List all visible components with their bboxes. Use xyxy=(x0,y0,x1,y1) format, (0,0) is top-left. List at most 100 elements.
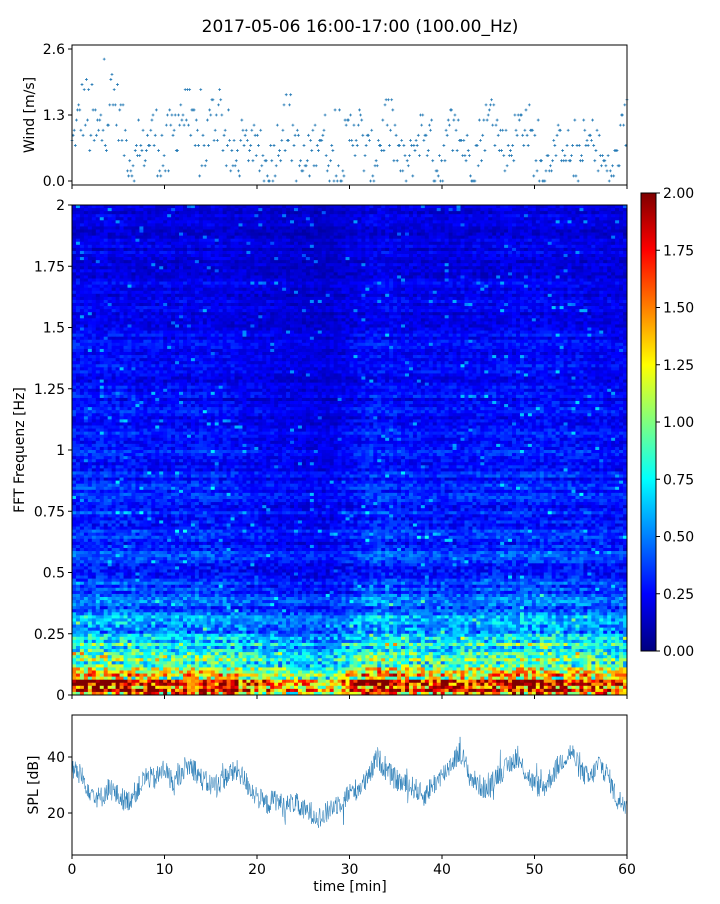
spectrogram-cell xyxy=(393,294,397,297)
spectrogram-cell xyxy=(385,300,389,303)
spectrogram-cell xyxy=(191,236,195,239)
spectrogram-cell xyxy=(262,217,266,220)
spectrogram-cell xyxy=(135,282,139,285)
spectrogram-cell xyxy=(500,205,504,208)
spectrogram-cell xyxy=(179,208,183,211)
spectrogram-cell xyxy=(583,282,587,285)
spectrogram-cell xyxy=(453,217,457,220)
spectrogram-cell xyxy=(342,223,346,226)
spectrogram-cell xyxy=(227,254,231,257)
wind-panel: 0.01.32.6 Wind [m/s] xyxy=(22,42,628,190)
spectrogram-cell xyxy=(100,263,104,266)
wind-point xyxy=(91,83,94,86)
spectrogram-cell xyxy=(350,211,354,214)
spectrogram-cell xyxy=(607,245,611,248)
spectrogram-cell xyxy=(219,272,223,275)
spectrogram-cell xyxy=(512,239,516,242)
spectrogram-cell xyxy=(377,242,381,245)
spectrogram-cell xyxy=(373,239,377,242)
spectrogram-cell xyxy=(560,266,564,269)
spectrogram-cell xyxy=(155,263,159,266)
wind-point xyxy=(123,154,126,157)
spectrogram-cell xyxy=(330,242,334,245)
spectrogram-cell xyxy=(350,275,354,278)
spectrogram-cell xyxy=(215,275,219,278)
spectrogram-cell xyxy=(286,263,290,266)
spectrogram-cell xyxy=(116,211,120,214)
spectrogram-cell xyxy=(361,248,365,251)
spectrogram-cell xyxy=(508,291,512,294)
wind-point xyxy=(500,149,503,152)
spectrogram-cell xyxy=(235,275,239,278)
spectrogram-cell xyxy=(512,285,516,288)
spectrogram-cell xyxy=(373,272,377,275)
wind-point xyxy=(306,159,309,162)
spectrogram-cell xyxy=(441,226,445,229)
spectrogram-cell xyxy=(195,230,199,233)
spectrogram-cell xyxy=(492,291,496,294)
spectrogram-cell xyxy=(108,226,112,229)
spectrogram-cell xyxy=(615,248,619,251)
spectrogram-cell xyxy=(151,251,155,254)
spectrogram-cell xyxy=(552,248,556,251)
spectrogram-cell xyxy=(179,217,183,220)
spectrogram-cell xyxy=(346,211,350,214)
spectrogram-cell xyxy=(80,236,84,239)
spectrogram-cell xyxy=(96,269,100,272)
spectrogram-cell xyxy=(191,263,195,266)
spectrogram-cell xyxy=(548,223,552,226)
spectrogram-cell xyxy=(560,275,564,278)
spectrogram-cell xyxy=(72,223,76,226)
spectrogram-cell xyxy=(215,220,219,223)
spectrogram-cell xyxy=(207,300,211,303)
wind-point xyxy=(259,129,262,132)
wind-point xyxy=(377,139,380,142)
spectrogram-cell xyxy=(409,263,413,266)
spectrogram-cell xyxy=(92,269,96,272)
spectrogram-cell xyxy=(318,282,322,285)
spectrogram-cell xyxy=(199,282,203,285)
spectrogram-cell xyxy=(278,220,282,223)
spectrogram-cell xyxy=(330,257,334,260)
spectrogram-cell xyxy=(437,251,441,254)
spectrogram-cell xyxy=(461,208,465,211)
spectrogram-cell xyxy=(84,269,88,272)
spectrogram-cell xyxy=(278,230,282,233)
spectrogram-cell xyxy=(128,291,132,294)
spectrogram-cell xyxy=(353,260,357,263)
wind-point xyxy=(143,164,146,167)
spectrogram-cell xyxy=(401,282,405,285)
spectrogram-cell xyxy=(472,269,476,272)
spectrogram-cell xyxy=(254,251,258,254)
spectrogram-cell xyxy=(611,226,615,229)
spectrogram-cell xyxy=(472,248,476,251)
wind-point xyxy=(386,124,389,127)
spectrogram-cell xyxy=(120,211,124,214)
spectrogram-cell xyxy=(191,285,195,288)
spectrogram-cell xyxy=(619,291,623,294)
spectrogram-cell xyxy=(599,248,603,251)
spectrogram-cell xyxy=(536,230,540,233)
spectrogram-cell xyxy=(365,272,369,275)
spectrogram-cell xyxy=(445,300,449,303)
wind-point xyxy=(117,139,120,142)
spectrogram-cell xyxy=(346,230,350,233)
spectrogram-cell xyxy=(246,205,250,208)
spectrogram-cell xyxy=(306,248,310,251)
spectrogram-cell xyxy=(175,269,179,272)
spectrogram-cell xyxy=(270,217,274,220)
spectrogram-cell xyxy=(318,279,322,282)
spectrogram-cell xyxy=(365,266,369,269)
spectrogram-cell xyxy=(520,282,524,285)
spectrogram-cell xyxy=(227,297,231,300)
spectrogram-cell xyxy=(131,208,135,211)
spectrogram-cell xyxy=(290,236,294,239)
spectrogram-cell xyxy=(488,230,492,233)
spectrogram-cell xyxy=(528,272,532,275)
spectrogram-cell xyxy=(583,291,587,294)
spectrogram-cell xyxy=(568,257,572,260)
spectrogram-cell xyxy=(556,205,560,208)
wind-point xyxy=(600,164,603,167)
spectrogram-cell xyxy=(250,230,254,233)
spectrogram-cell xyxy=(500,239,504,242)
